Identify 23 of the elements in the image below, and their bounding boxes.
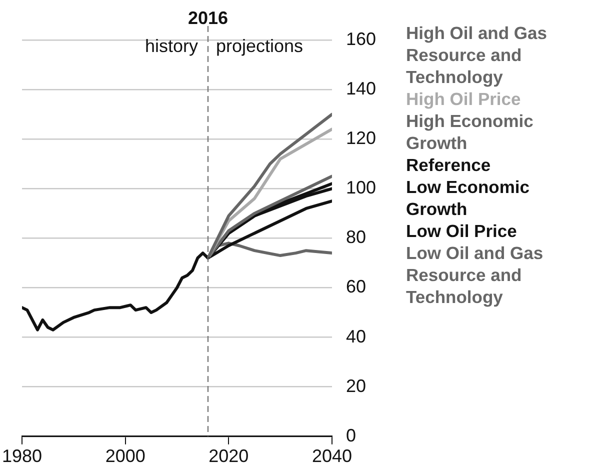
y-tick-label: 60 <box>346 276 366 297</box>
x-tick-label: 2020 <box>208 446 249 466</box>
y-tick-label: 160 <box>346 28 376 49</box>
text: High Economic Growth <box>406 110 534 154</box>
ref-line-label: 2016 <box>188 8 228 28</box>
text: Reference <box>406 154 492 176</box>
y-tick-label: 80 <box>346 227 366 248</box>
text: High Oil and Gas Resource and Technology <box>406 22 548 88</box>
y-tick-label: 0 <box>346 425 356 446</box>
text: Low Oil and Gas Resource and Technology <box>406 242 544 308</box>
annotation: projections <box>216 36 304 56</box>
x-tick-label: 1980 <box>2 446 42 466</box>
text: Low Oil Price <box>406 220 518 242</box>
text: Low Economic Growth <box>406 176 530 220</box>
x-tick-label: 2000 <box>105 446 146 466</box>
y-tick-label: 120 <box>346 128 376 148</box>
annotation: history <box>144 36 198 56</box>
y-tick-label: 140 <box>346 78 376 99</box>
x-tick-label: 2040 <box>312 446 352 466</box>
y-tick-label: 40 <box>346 326 366 346</box>
y-tick-label: 20 <box>346 376 366 396</box>
y-tick-label: 100 <box>346 178 376 198</box>
text: High Oil Price <box>406 88 522 110</box>
